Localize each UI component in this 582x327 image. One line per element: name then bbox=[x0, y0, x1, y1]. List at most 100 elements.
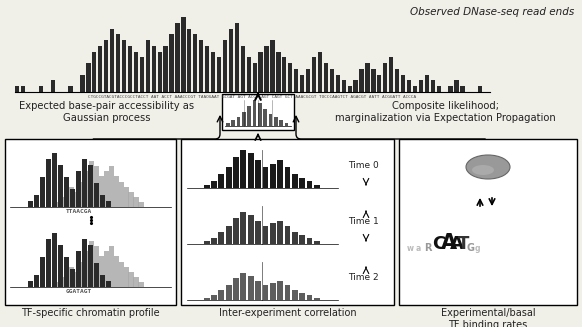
Bar bbox=[64, 192, 69, 207]
Bar bbox=[306, 69, 310, 92]
Bar bbox=[270, 283, 276, 300]
Bar bbox=[285, 285, 290, 300]
Bar bbox=[226, 123, 230, 126]
Bar bbox=[129, 192, 134, 207]
Bar bbox=[300, 75, 304, 92]
Bar bbox=[100, 195, 105, 207]
Bar bbox=[401, 75, 405, 92]
Bar bbox=[64, 257, 69, 287]
Bar bbox=[248, 215, 254, 244]
Bar bbox=[425, 75, 429, 92]
Bar bbox=[158, 52, 162, 92]
Text: Experimental/basal
TF binding rates: Experimental/basal TF binding rates bbox=[441, 308, 535, 327]
Bar bbox=[226, 285, 232, 300]
Ellipse shape bbox=[472, 165, 494, 175]
Bar bbox=[58, 165, 63, 207]
Bar bbox=[119, 181, 124, 207]
Bar bbox=[28, 201, 33, 207]
Bar bbox=[211, 295, 217, 300]
Bar bbox=[395, 69, 399, 92]
Bar bbox=[28, 281, 33, 287]
Bar bbox=[222, 94, 294, 130]
Bar bbox=[258, 103, 262, 126]
Bar bbox=[70, 269, 75, 287]
Bar bbox=[139, 282, 144, 287]
Bar bbox=[314, 184, 320, 188]
Bar bbox=[199, 40, 203, 92]
Bar bbox=[240, 273, 246, 300]
Bar bbox=[116, 34, 120, 92]
Bar bbox=[104, 251, 109, 287]
Bar bbox=[262, 285, 268, 300]
Bar bbox=[264, 46, 269, 92]
Bar bbox=[253, 100, 257, 126]
Text: Composite likelihood;
marginalization via Expectation Propagation: Composite likelihood; marginalization vi… bbox=[335, 101, 555, 123]
Bar bbox=[285, 123, 289, 126]
Bar bbox=[39, 86, 43, 92]
Bar bbox=[342, 80, 346, 92]
Text: CTGCCGTACGTACCCGCCTACCT AAT ACCT AAACCCGT TAAOGAAT GCGAT AGT ACCT AGT CAGT GCT A: CTGCCGTACGTACCCGCCTACCT AAT ACCT AAACCCG… bbox=[88, 95, 416, 99]
Bar bbox=[40, 257, 45, 287]
Bar bbox=[52, 233, 57, 287]
Text: C: C bbox=[432, 235, 446, 253]
Bar bbox=[59, 197, 65, 207]
Bar bbox=[88, 245, 93, 287]
Bar bbox=[51, 80, 55, 92]
Bar bbox=[365, 63, 370, 92]
Bar bbox=[226, 226, 232, 244]
Bar bbox=[263, 109, 267, 126]
Bar bbox=[110, 28, 114, 92]
Bar bbox=[262, 226, 268, 244]
Bar bbox=[285, 226, 290, 244]
Bar bbox=[133, 197, 139, 207]
Bar bbox=[164, 46, 168, 92]
Bar bbox=[240, 212, 246, 244]
Bar bbox=[181, 17, 186, 92]
Bar bbox=[79, 181, 84, 207]
Bar bbox=[76, 251, 81, 287]
Bar bbox=[86, 63, 91, 92]
Bar bbox=[292, 174, 298, 188]
Bar bbox=[89, 241, 94, 287]
Bar bbox=[59, 277, 65, 287]
Bar bbox=[94, 166, 99, 207]
Text: Time 0: Time 0 bbox=[348, 161, 379, 170]
Bar bbox=[94, 183, 99, 207]
Bar bbox=[262, 167, 268, 188]
Bar bbox=[218, 290, 224, 300]
Bar bbox=[436, 86, 441, 92]
Bar bbox=[46, 239, 51, 287]
Bar bbox=[383, 63, 388, 92]
Bar bbox=[371, 69, 375, 92]
Bar bbox=[270, 223, 276, 244]
Bar bbox=[226, 167, 232, 188]
Bar bbox=[217, 57, 221, 92]
Bar bbox=[253, 63, 257, 92]
Text: A: A bbox=[449, 235, 463, 253]
Bar bbox=[478, 86, 482, 92]
Bar bbox=[58, 245, 63, 287]
Bar bbox=[248, 153, 254, 188]
Bar bbox=[151, 46, 156, 92]
Bar bbox=[218, 232, 224, 244]
Bar bbox=[242, 112, 246, 126]
Text: Time 1: Time 1 bbox=[348, 217, 379, 226]
Bar bbox=[84, 171, 89, 207]
Bar bbox=[233, 278, 239, 300]
Bar bbox=[211, 238, 217, 244]
Bar bbox=[299, 293, 305, 300]
Bar bbox=[82, 239, 87, 287]
Bar bbox=[460, 86, 464, 92]
Bar bbox=[5, 139, 176, 305]
Bar bbox=[74, 192, 79, 207]
Bar bbox=[133, 277, 139, 287]
Bar bbox=[282, 57, 286, 92]
Bar bbox=[413, 86, 417, 92]
Bar bbox=[99, 176, 104, 207]
Bar bbox=[269, 114, 272, 126]
Bar bbox=[276, 52, 281, 92]
Bar bbox=[204, 184, 210, 188]
Text: Expected base-pair accessibility as
Gaussian process: Expected base-pair accessibility as Gaus… bbox=[19, 101, 194, 123]
Bar bbox=[314, 298, 320, 300]
Bar bbox=[233, 157, 239, 188]
